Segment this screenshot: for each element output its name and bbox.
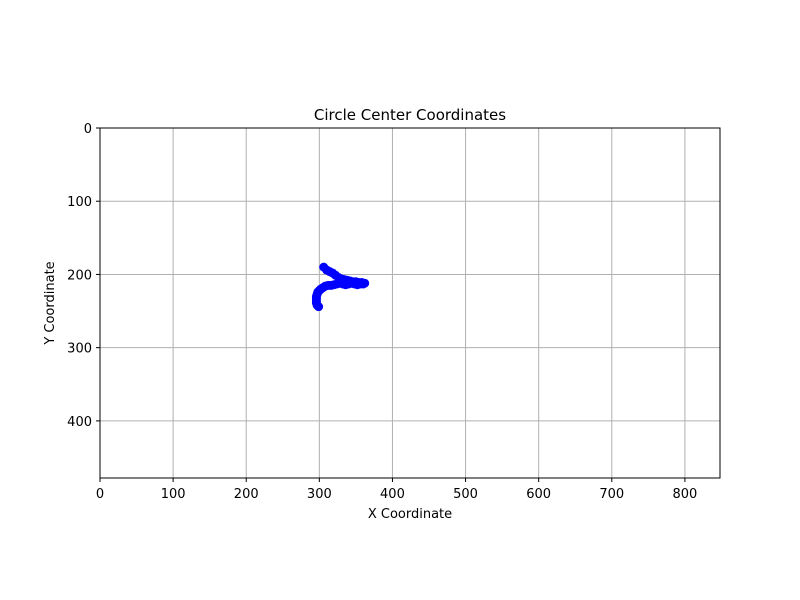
x-tick-label: 0 bbox=[96, 487, 104, 502]
x-tick-label: 100 bbox=[161, 487, 186, 502]
x-tick-label: 200 bbox=[234, 487, 259, 502]
y-tick-label: 100 bbox=[67, 195, 92, 210]
y-tick-label: 200 bbox=[67, 268, 92, 283]
y-tick-label: 300 bbox=[67, 342, 92, 357]
grid-lines bbox=[99, 127, 720, 478]
data-points bbox=[311, 262, 370, 312]
y-tick-label: 0 bbox=[84, 122, 92, 137]
x-tick-label: 800 bbox=[672, 487, 697, 502]
x-tick-label: 400 bbox=[380, 487, 405, 502]
y-tick-label: 400 bbox=[67, 415, 92, 430]
axis-ticks: 0 100 200 300 400 500 600 700 800 0 100 200 300 400 bbox=[67, 122, 697, 502]
x-tick-label: 700 bbox=[599, 487, 624, 502]
x-tick-label: 500 bbox=[453, 487, 478, 502]
x-tick-label: 300 bbox=[307, 487, 332, 502]
y-axis-label: Y Coordinate bbox=[43, 261, 58, 345]
x-tick-label: 600 bbox=[526, 487, 551, 502]
plot-frame bbox=[99, 127, 721, 479]
data-point bbox=[314, 302, 324, 312]
x-axis-label: X Coordinate bbox=[368, 507, 452, 522]
chart-title: Circle Center Coordinates bbox=[314, 106, 506, 124]
